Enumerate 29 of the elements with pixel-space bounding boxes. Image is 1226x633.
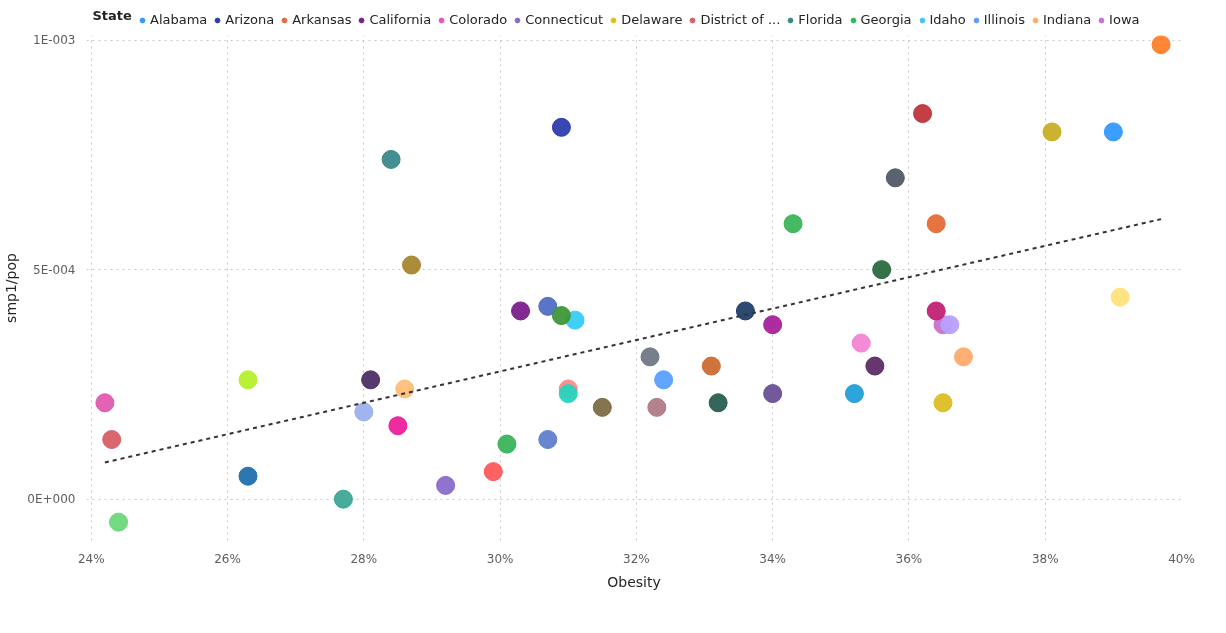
legend-label: District of ... bbox=[700, 12, 781, 27]
legend-label: Georgia bbox=[860, 12, 912, 27]
legend-label: Indiana bbox=[1043, 12, 1092, 27]
x-tick-label: 30% bbox=[486, 551, 514, 566]
y-tick-label: 1E-003 bbox=[33, 33, 76, 48]
legend-label: Arizona bbox=[225, 12, 275, 27]
x-tick-label: 38% bbox=[1031, 551, 1059, 566]
legend-label: Idaho bbox=[929, 12, 966, 27]
x-tick-label: 28% bbox=[350, 551, 378, 566]
y-tick-label: 5E-004 bbox=[33, 262, 76, 277]
x-tick-label: 26% bbox=[214, 551, 241, 566]
legend-label: Florida bbox=[798, 12, 843, 27]
legend-title: State bbox=[92, 7, 133, 23]
legend-label: Iowa bbox=[1109, 12, 1140, 27]
legend-label: Colorado bbox=[449, 12, 508, 27]
legend-label: Connecticut bbox=[525, 12, 604, 27]
x-tick-label: 40% bbox=[1168, 551, 1195, 566]
x-tick-label: 36% bbox=[895, 551, 923, 566]
legend-label: Alabama bbox=[150, 12, 208, 27]
y-axis-title: smp1/pop bbox=[3, 253, 20, 323]
x-axis-title: Obesity bbox=[607, 573, 661, 590]
legend-label: Delaware bbox=[621, 12, 683, 27]
x-tick-label: 34% bbox=[759, 551, 786, 566]
x-tick-label: 32% bbox=[623, 551, 650, 566]
legend-label: California bbox=[369, 12, 432, 27]
y-tick-label: 0E+000 bbox=[27, 492, 76, 507]
legend-label: Illinois bbox=[983, 12, 1025, 27]
x-tick-label: 24% bbox=[77, 551, 105, 566]
legend-label: Arkansas bbox=[292, 12, 352, 27]
